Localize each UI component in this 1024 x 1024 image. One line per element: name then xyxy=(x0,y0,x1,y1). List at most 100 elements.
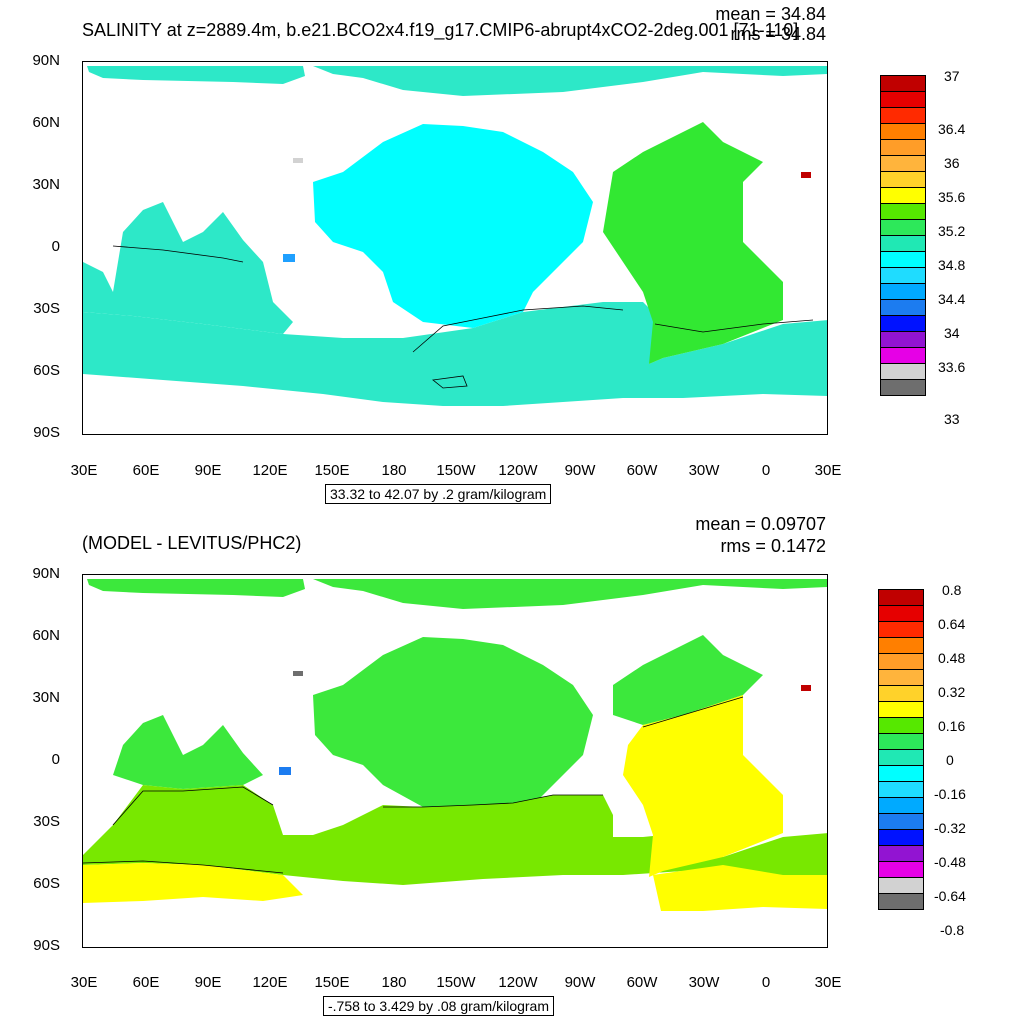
lon-label: 180 xyxy=(381,462,407,479)
colorbar-label: -0.48 xyxy=(934,854,966,870)
red-spot xyxy=(801,685,811,691)
lon-label: 60E xyxy=(132,462,160,479)
grey-spot xyxy=(293,671,303,676)
colorbar-cell xyxy=(880,235,926,252)
lon-label: 30E xyxy=(70,974,98,991)
colorbar-cell xyxy=(878,701,924,718)
contour-line xyxy=(383,794,603,808)
colorbar-label: 33.6 xyxy=(938,359,966,375)
colorbar-label: 0.64 xyxy=(938,616,966,632)
contour-line xyxy=(83,860,284,874)
colorbar-cell xyxy=(878,717,924,734)
colorbar-label: -0.64 xyxy=(934,888,966,904)
colorbar-cell xyxy=(880,91,926,108)
colorbar-cell xyxy=(880,75,926,92)
lon-label: 60E xyxy=(132,974,160,991)
lat-label: 30N xyxy=(32,176,60,193)
colorbar-cell xyxy=(880,123,926,140)
contour-line xyxy=(112,786,274,826)
colorbar-cell xyxy=(878,733,924,750)
contour-line xyxy=(642,696,744,728)
atlantic-yellow-region xyxy=(623,695,783,877)
colorbar-cell xyxy=(878,605,924,622)
lon-label: 180 xyxy=(381,974,407,991)
lon-label: 30E xyxy=(814,462,842,479)
lon-label: 120W xyxy=(498,974,538,991)
lon-label: 150W xyxy=(436,974,476,991)
colorbar-label: 0.32 xyxy=(938,684,966,700)
colorbar-label: 0 xyxy=(946,752,954,768)
lon-label: 30W xyxy=(688,974,720,991)
salinity-rms: rms = 34.84 xyxy=(730,24,826,44)
arctic-ocean-region xyxy=(87,66,305,84)
colorbar-label: 37 xyxy=(944,68,960,84)
colorbar-cell xyxy=(880,299,926,316)
lat-label: 60N xyxy=(32,114,60,131)
colorbar-cell xyxy=(878,813,924,830)
lon-label: 30E xyxy=(70,462,98,479)
lon-label: 90E xyxy=(194,462,222,479)
arctic-ocean-region xyxy=(87,579,305,597)
salinity-panel: SALINITY at z=2889.4m, b.e21.BCO2x4.f19_… xyxy=(32,4,966,504)
colorbar-cell xyxy=(880,139,926,156)
lon-label: 120E xyxy=(252,462,288,479)
colorbar-cell xyxy=(878,893,924,910)
pacific-ocean-region xyxy=(313,637,593,807)
colorbar-cell xyxy=(880,219,926,236)
difference-map xyxy=(82,574,828,948)
lon-label: 90W xyxy=(564,462,596,479)
colorbar-label: -0.16 xyxy=(934,786,966,802)
colorbar-cell xyxy=(880,283,926,300)
grey-spot xyxy=(293,158,303,163)
contour-line xyxy=(432,375,468,389)
arctic-ocean-region xyxy=(313,66,827,96)
salinity-map-svg xyxy=(83,66,827,406)
colorbar-label: 0.8 xyxy=(942,582,962,598)
pacific-ocean-region xyxy=(313,124,593,328)
colorbar-cell xyxy=(880,155,926,172)
southern-ocean-lime-region xyxy=(83,785,827,885)
colorbar-cell xyxy=(880,363,926,380)
colorbar-label: 35.6 xyxy=(938,189,966,205)
southern-ocean-yellow-region xyxy=(83,863,303,903)
colorbar-label: 36 xyxy=(944,155,960,171)
lat-label: 30S xyxy=(33,300,60,317)
lon-label: 120W xyxy=(498,462,538,479)
lat-label: 60N xyxy=(32,627,60,644)
indian-ocean-region xyxy=(83,202,293,334)
atlantic-yellow-region xyxy=(653,865,827,911)
colorbar-cell xyxy=(880,251,926,268)
colorbar-cell xyxy=(878,749,924,766)
colorbar-cell xyxy=(880,331,926,348)
lon-label: 150W xyxy=(436,462,476,479)
colorbar-cell xyxy=(880,347,926,364)
colorbar-label: 34.4 xyxy=(938,291,966,307)
lat-label: 90N xyxy=(32,52,60,69)
colorbar-cell xyxy=(878,589,924,606)
colorbar-cell xyxy=(878,621,924,638)
lon-label: 120E xyxy=(252,974,288,991)
colorbar-label: 36.4 xyxy=(938,121,966,137)
atlantic-ocean-region xyxy=(603,122,783,364)
colorbar-cell xyxy=(880,107,926,124)
colorbar-cell xyxy=(878,653,924,670)
colorbar-label: 33 xyxy=(944,411,960,427)
colorbar-cell xyxy=(878,765,924,782)
contour-line xyxy=(654,319,814,333)
difference-panel: (MODEL - LEVITUS/PHC2) mean = 0.09707 rm… xyxy=(0,512,1024,1024)
lat-label: 0 xyxy=(51,751,60,768)
difference-title: (MODEL - LEVITUS/PHC2) xyxy=(82,533,302,553)
colorbar-cell xyxy=(880,171,926,188)
colorbar-label: 35.2 xyxy=(938,223,966,239)
difference-rms: rms = 0.1472 xyxy=(720,536,826,556)
lat-label: 60S xyxy=(33,875,60,892)
lon-label: 0 xyxy=(761,974,771,991)
difference-contour-info: -.758 to 3.429 by .08 gram/kilogram xyxy=(323,996,555,1016)
colorbar-label: 0.16 xyxy=(938,718,966,734)
difference-colorbar xyxy=(878,589,924,910)
southern-ocean-region xyxy=(83,302,827,406)
salinity-title: SALINITY at z=2889.4m, b.e21.BCO2x4.f19_… xyxy=(82,20,799,40)
colorbar-label: 0.48 xyxy=(938,650,966,666)
colorbar-cell xyxy=(878,669,924,686)
colorbar-label: -0.32 xyxy=(934,820,966,836)
